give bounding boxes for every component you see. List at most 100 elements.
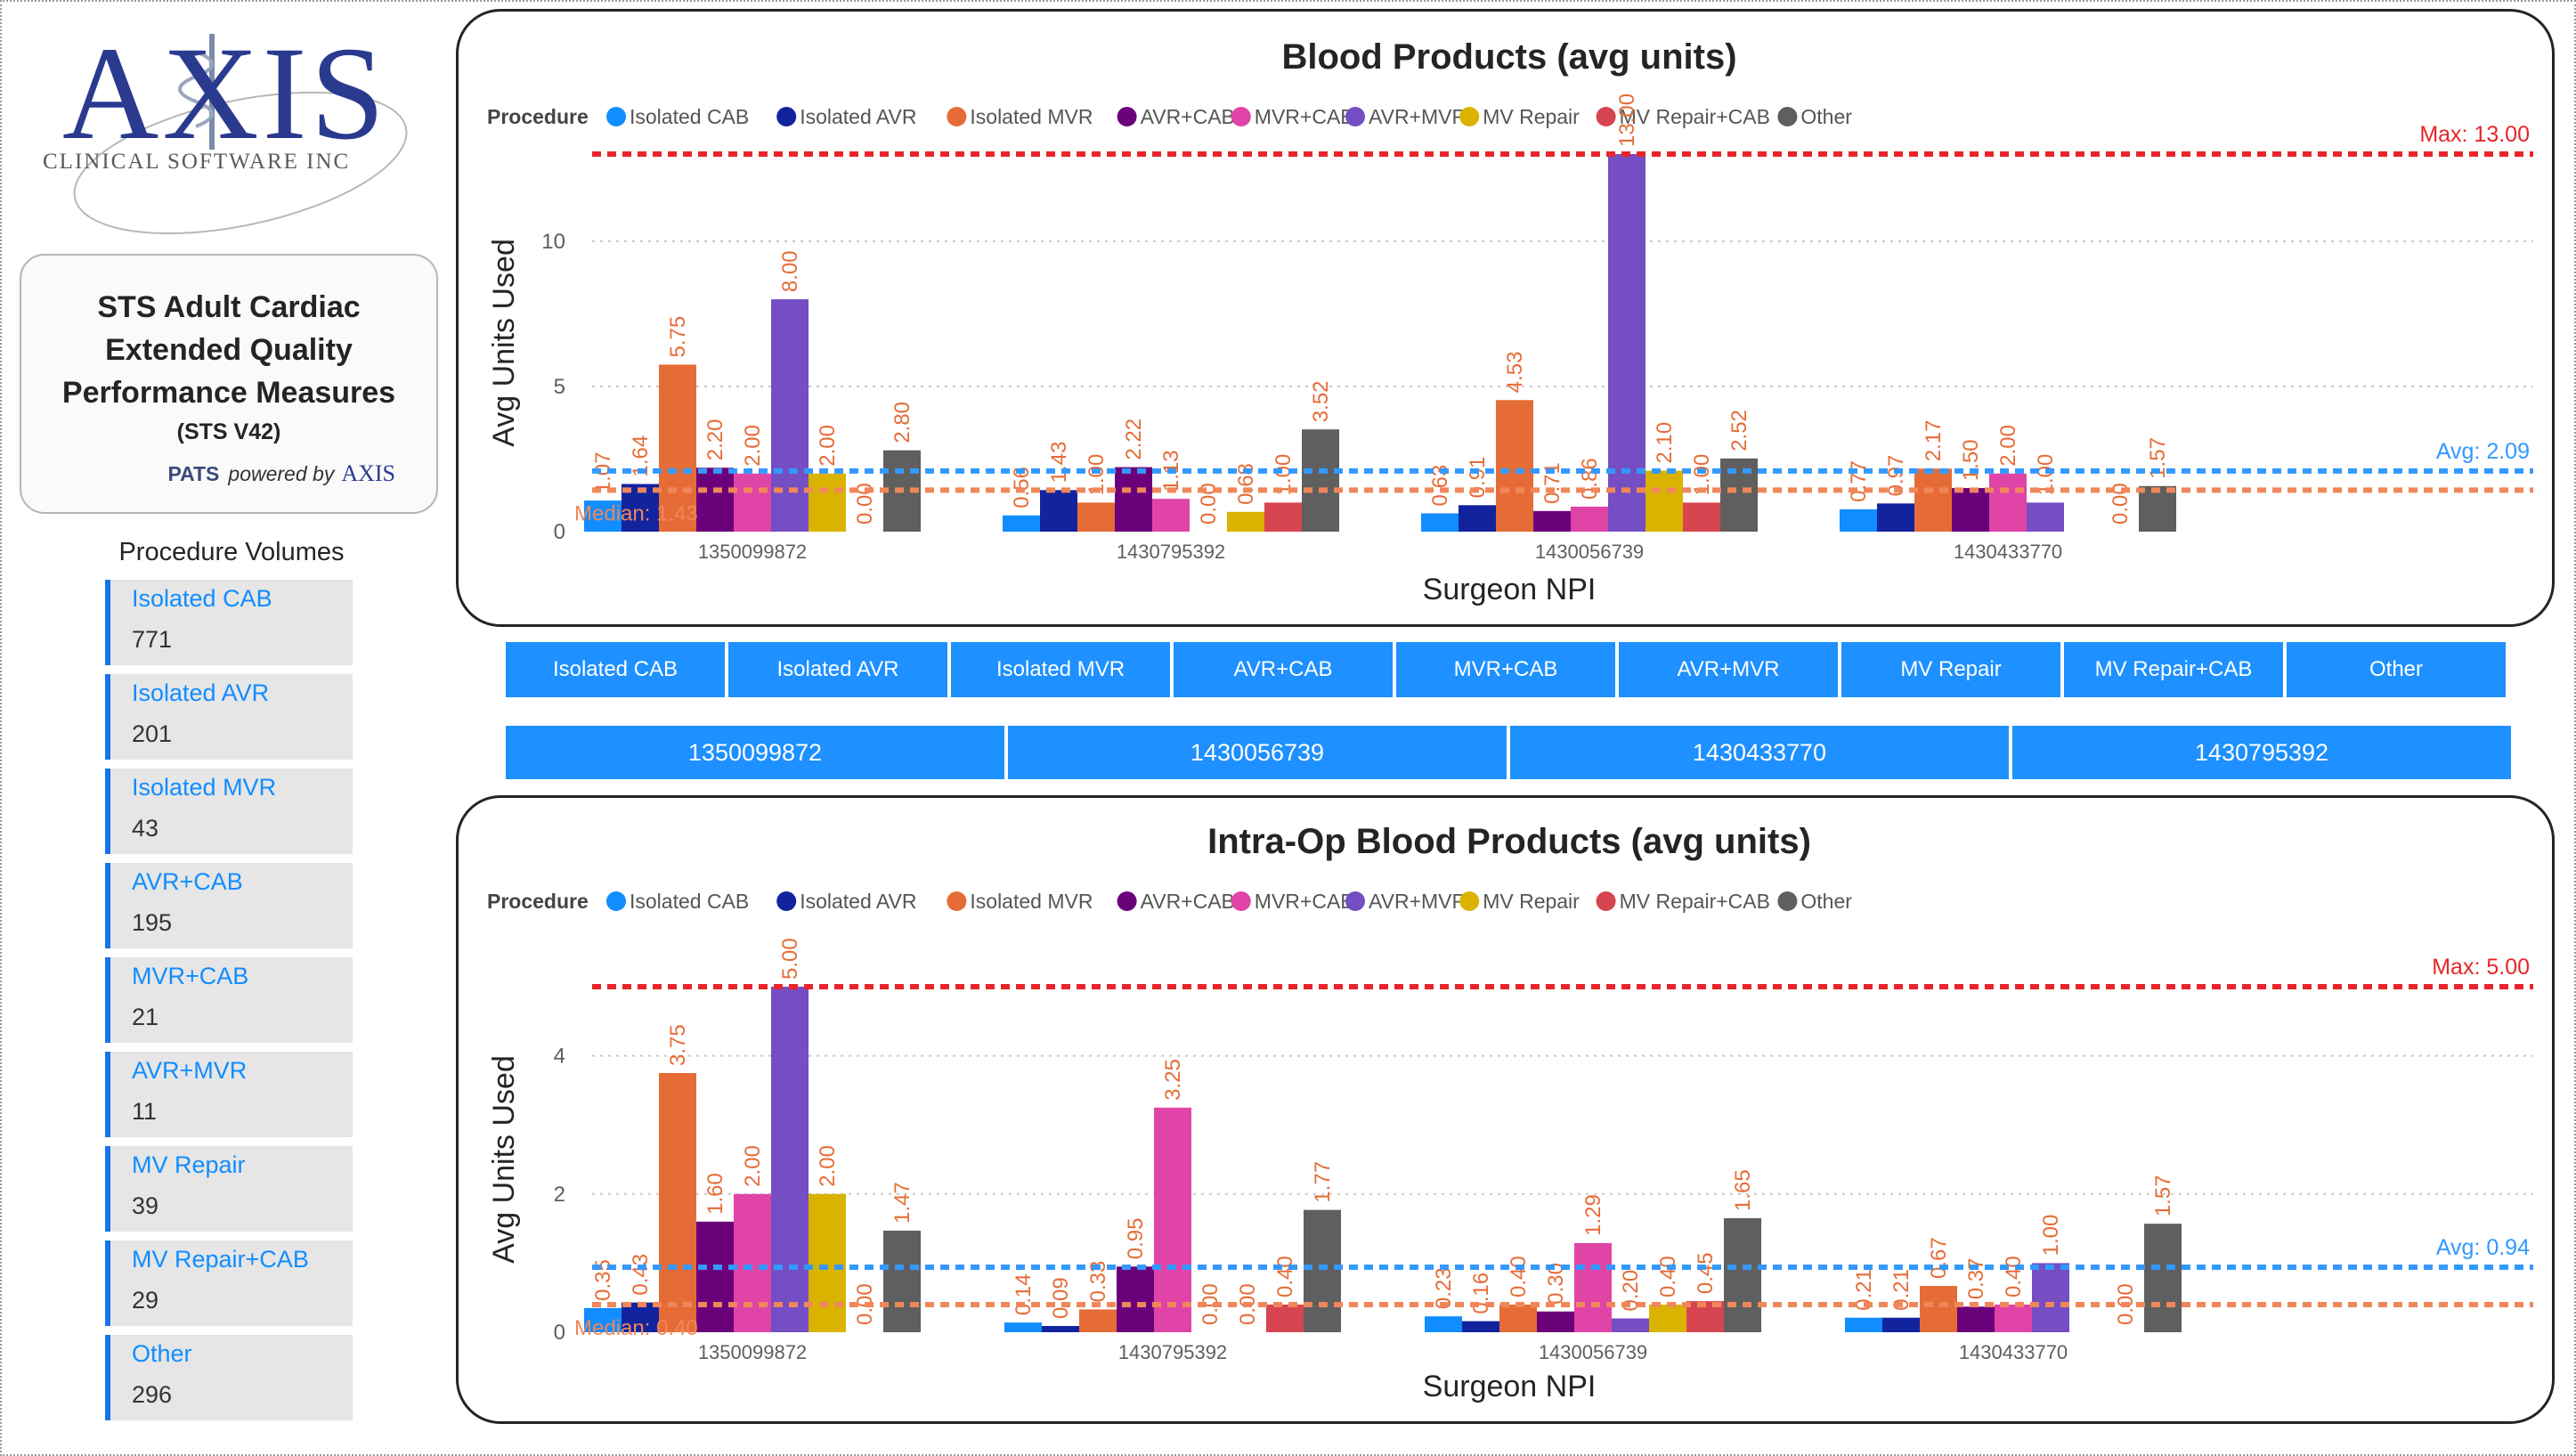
data-label: 2.00	[1996, 425, 2020, 467]
procedure-slicer-button[interactable]: MV Repair	[1841, 642, 2060, 697]
surgeon-slicer-button[interactable]: 1350099872	[506, 726, 1004, 779]
x-tick-label: 1430433770	[1954, 541, 2062, 563]
bar	[1920, 1286, 1957, 1332]
y-tick-label: 5	[554, 375, 565, 399]
data-label: 2.80	[890, 402, 914, 443]
report-title-card: STS Adult Cardiac Extended Quality Perfo…	[20, 254, 438, 514]
legend-marker	[1117, 107, 1137, 126]
data-label: 0.40	[1507, 1256, 1531, 1297]
legend-marker	[1345, 891, 1365, 911]
legend-item: Isolated MVR	[970, 890, 1093, 913]
surgeon-slicer-button[interactable]: 1430433770	[1510, 726, 2009, 779]
data-label: 0.37	[1964, 1258, 1988, 1300]
procedure-volume-card: Other 296	[105, 1335, 353, 1420]
legend-marker	[606, 107, 626, 126]
data-label: 0.40	[1656, 1256, 1680, 1297]
data-label: 1.00	[2039, 1215, 2063, 1257]
bar	[1649, 1304, 1686, 1332]
data-label: 0.95	[1124, 1218, 1148, 1260]
data-label: 0.86	[1578, 458, 1602, 500]
bar	[1304, 1209, 1341, 1332]
surgeon-slicer-button[interactable]: 1430056739	[1008, 726, 1507, 779]
procedure-volume-card: MVR+CAB 21	[105, 957, 353, 1043]
procedure-slicer-button[interactable]: Other	[2287, 642, 2506, 697]
legend-marker	[1231, 891, 1251, 911]
bar	[734, 1193, 771, 1332]
bar	[1840, 508, 1877, 532]
bar	[809, 473, 846, 532]
x-tick-label: 1430056739	[1535, 541, 1644, 563]
pats-label: PATS	[167, 462, 220, 485]
procedure-volume-card: Isolated MVR 43	[105, 769, 353, 854]
procedure-volume-card: AVR+MVR 11	[105, 1052, 353, 1137]
procedure-volume-value: 11	[132, 1098, 158, 1125]
bar	[622, 1302, 659, 1332]
legend-item: MV Repair	[1483, 105, 1580, 128]
procedure-volume-card: Isolated CAB 771	[105, 580, 353, 665]
bar	[1154, 1107, 1191, 1332]
legend-title: Procedure	[487, 105, 589, 128]
procedure-volume-value: 39	[132, 1192, 159, 1219]
legend-marker	[776, 891, 797, 911]
legend-item: Isolated AVR	[800, 105, 916, 128]
data-label: 2.20	[703, 419, 727, 461]
legend-marker	[1459, 891, 1480, 911]
legend-item: MVR+CAB	[1255, 890, 1354, 913]
data-label: 0.43	[629, 1254, 653, 1296]
bar	[1115, 467, 1152, 532]
bar	[1720, 458, 1758, 532]
procedure-slicer-button[interactable]: Isolated AVR	[728, 642, 947, 697]
bar	[2032, 1263, 2069, 1332]
y-axis-label: Avg Units Used	[487, 239, 521, 447]
procedure-volume-card: MV Repair 39	[105, 1146, 353, 1232]
legend-marker	[1459, 107, 1480, 126]
procedure-slicer-button[interactable]: MVR+CAB	[1396, 642, 1615, 697]
bar	[1152, 499, 1190, 532]
procedure-slicer-button[interactable]: Isolated MVR	[951, 642, 1170, 697]
procedure-volume-label: Isolated AVR	[132, 679, 270, 706]
bar	[771, 299, 809, 532]
bar	[1845, 1317, 1882, 1332]
bar	[1003, 515, 1040, 532]
procedure-slicer-button[interactable]: AVR+MVR	[1619, 642, 1838, 697]
legend-marker	[1596, 107, 1616, 126]
bar	[1877, 503, 1914, 532]
legend-item: Isolated MVR	[970, 105, 1093, 128]
data-label: 13.00	[1615, 94, 1639, 147]
bar	[1995, 1304, 2032, 1332]
legend-marker	[1777, 891, 1798, 911]
bar	[659, 364, 696, 532]
procedure-slicer-button[interactable]: AVR+CAB	[1174, 642, 1393, 697]
bar	[1533, 510, 1571, 532]
surgeon-slicer-button[interactable]: 1430795392	[2012, 726, 2511, 779]
bar	[2139, 485, 2176, 532]
x-axis-label: Surgeon NPI	[1423, 1370, 1597, 1403]
bar	[1042, 1326, 1079, 1332]
procedure-slicer-button[interactable]: Isolated CAB	[506, 642, 725, 697]
bar	[1117, 1266, 1154, 1332]
max-reference-label: Max: 13.00	[2419, 122, 2530, 147]
procedure-slicer-button[interactable]: MV Repair+CAB	[2064, 642, 2283, 697]
x-tick-label: 1430795392	[1118, 1341, 1227, 1363]
procedure-volume-label: Other	[132, 1340, 192, 1367]
x-axis-label: Surgeon NPI	[1423, 573, 1597, 606]
procedure-volume-value: 201	[132, 720, 173, 747]
bar	[1952, 488, 1989, 532]
bar	[1499, 1304, 1537, 1332]
legend-item: AVR+CAB	[1141, 890, 1235, 913]
bar	[1040, 490, 1077, 532]
procedure-volume-label: AVR+MVR	[132, 1057, 248, 1084]
procedure-volume-card: AVR+CAB 195	[105, 863, 353, 948]
report-title-line2: Extended Quality	[105, 333, 353, 367]
logo-subtitle: CLINICAL SOFTWARE INC	[43, 150, 351, 174]
data-label: 2.00	[816, 425, 840, 467]
data-label: 2.52	[1727, 410, 1751, 451]
data-label: 5.75	[666, 316, 690, 358]
procedure-volume-card: MV Repair+CAB 29	[105, 1240, 353, 1326]
procedure-volume-label: Isolated CAB	[132, 585, 272, 612]
bar	[1724, 1217, 1761, 1332]
bar	[1537, 1311, 1574, 1332]
procedure-volume-label: AVR+CAB	[132, 868, 243, 895]
procedure-volumes-list: Isolated CAB 771 Isolated AVR 201 Isolated…	[105, 580, 353, 1429]
powered-by: PATS powered by AXIS	[167, 460, 395, 487]
